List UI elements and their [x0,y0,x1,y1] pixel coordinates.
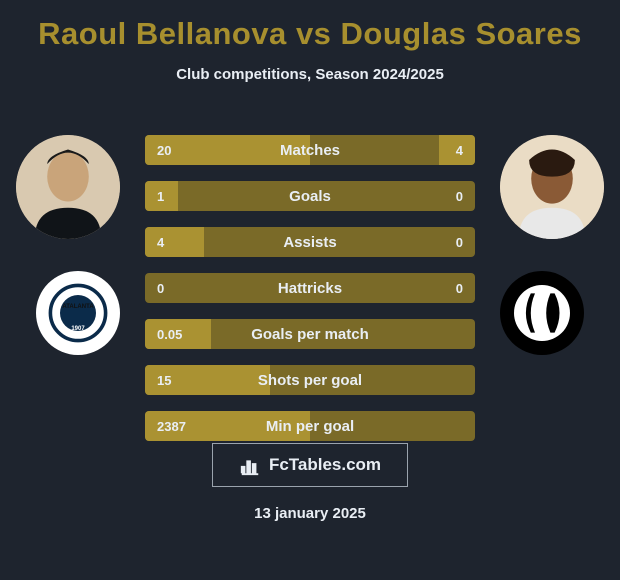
value-left: 0 [157,281,164,296]
row-label: Goals [145,188,475,205]
value-right: 0 [456,235,463,250]
fill-left [145,411,310,441]
stat-row: 40Assists [145,227,475,257]
club-badge-icon [507,278,577,348]
subtitle: Club competitions, Season 2024/2025 [8,66,612,83]
player2-club-badge [500,271,584,355]
stat-row: 0 0Hattricks [145,273,475,303]
svg-text:ATALANTA: ATALANTA [62,304,94,310]
fill-right [439,135,475,165]
stat-row: 0.05Goals per match [145,319,475,349]
svg-text:1907: 1907 [71,326,85,332]
stat-row: 204Matches [145,135,475,165]
stats-area: ATALANTA 1907 204Matches 10Goals 40Assists… [8,117,612,437]
page-title: Raoul Bellanova vs Douglas Soares [8,16,612,52]
player2-avatar [500,135,604,239]
player1-name: Raoul Bellanova [38,16,287,51]
vs-separator: vs [296,16,331,51]
stat-row: 15Shots per goal [145,365,475,395]
player1-avatar [16,135,120,239]
player2-name: Douglas Soares [341,16,582,51]
brand-text: FcTables.com [269,455,381,475]
stat-rows: 204Matches10Goals40Assists00Hattricks0.0… [145,135,475,457]
fill-left [145,319,211,349]
chart-icon [239,454,261,476]
fill-left [145,135,310,165]
avatar-placeholder-icon [16,135,120,239]
fill-left [145,365,270,395]
fill-left [145,227,204,257]
stat-row: 2387Min per goal [145,411,475,441]
value-right: 0 [456,281,463,296]
club-badge-icon: ATALANTA 1907 [48,283,108,343]
row-label: Hattricks [145,280,475,297]
player1-club-badge: ATALANTA 1907 [36,271,120,355]
date-text: 13 january 2025 [8,505,612,522]
value-right: 0 [456,189,463,204]
stat-row: 10Goals [145,181,475,211]
avatar-placeholder-icon [500,135,604,239]
comparison-card: Raoul Bellanova vs Douglas Soares Club c… [0,0,620,580]
fill-left [145,181,178,211]
